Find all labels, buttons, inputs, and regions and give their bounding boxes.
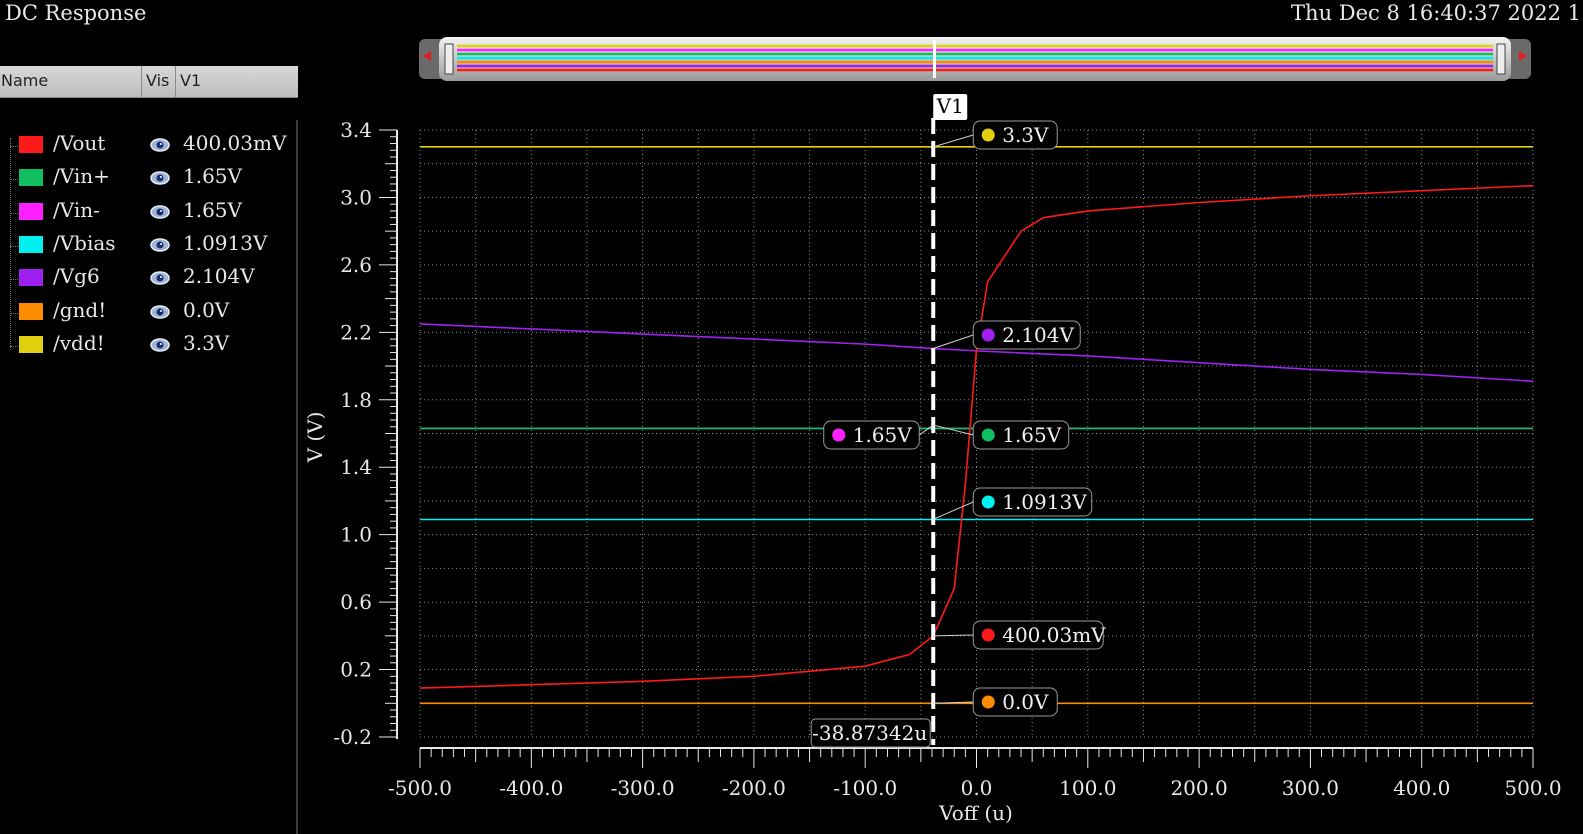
cursor-marker-label[interactable]: 1.65V [823, 420, 920, 450]
svg-text:400.03mV: 400.03mV [1002, 623, 1106, 647]
cursor-marker-label[interactable]: 3.3V [972, 120, 1058, 150]
x-tick-label: -100.0 [833, 776, 897, 800]
legend-color-swatch [19, 235, 43, 253]
x-tick-label: -300.0 [611, 776, 675, 800]
legend-header: Name Vis V1 [0, 66, 298, 98]
y-tick-label: -0.2 [333, 725, 372, 749]
legend-tree-line [10, 138, 12, 350]
x-tick-label: -400.0 [499, 776, 563, 800]
svg-text:1.65V: 1.65V [853, 423, 913, 447]
y-axis-label: V (V) [303, 412, 327, 464]
series-line-vg6[interactable] [419, 323, 1534, 383]
legend-signal-name: /Vin- [53, 197, 100, 222]
legend-value: 400.03mV [183, 131, 287, 155]
eye-icon[interactable] [150, 335, 170, 355]
legend-signal-name: /vdd! [53, 330, 105, 355]
y-tick-label: 1.4 [340, 455, 372, 479]
legend-color-swatch [19, 202, 43, 220]
eye-icon[interactable] [150, 202, 170, 222]
y-tick-label: 1.8 [340, 388, 372, 412]
legend-col-name[interactable]: Name [1, 71, 49, 90]
x-scroll-bar[interactable] [419, 36, 1531, 82]
legend-row[interactable]: /Vin+ 1.65V [0, 164, 296, 194]
cursor-name-label[interactable]: V1 [936, 94, 964, 118]
x-tick-label: 100.0 [1059, 776, 1116, 800]
x-tick-label: 200.0 [1170, 776, 1227, 800]
y-tick-label: 2.6 [340, 253, 372, 277]
x-tick-label: 500.0 [1504, 776, 1561, 800]
x-tick-label: 300.0 [1282, 776, 1339, 800]
legend-signal-name: /Vbias [53, 230, 116, 255]
cursor-x-label: -38.87342u [812, 721, 927, 745]
legend-row[interactable]: /Vin- 1.65V [0, 198, 296, 228]
legend-signal-name: /Vout [53, 131, 106, 155]
eye-icon[interactable] [150, 168, 170, 188]
legend-color-swatch [19, 136, 43, 153]
legend-value: 1.0913V [183, 230, 268, 255]
x-tick-label: -500.0 [388, 776, 452, 800]
legend-col-vis[interactable]: Vis [146, 71, 170, 90]
eye-icon[interactable] [150, 268, 170, 288]
y-tick-label: 0.2 [340, 658, 372, 682]
scroll-left-arrow-icon[interactable] [423, 51, 431, 61]
legend-signal-name: /gnd! [53, 297, 107, 322]
scroll-left-handle[interactable] [444, 43, 454, 75]
legend-value: 0.0V [183, 297, 230, 322]
legend-value: 2.104V [183, 264, 255, 289]
scroll-right-handle[interactable] [1496, 43, 1506, 75]
legend-col-value[interactable]: V1 [180, 71, 202, 90]
legend-row[interactable]: /Vg6 2.104V [0, 264, 296, 294]
eye-icon[interactable] [150, 302, 170, 322]
legend-value: 1.65V [183, 197, 242, 222]
svg-text:3.3V: 3.3V [1002, 123, 1049, 147]
scroll-cursor-indicator [933, 40, 936, 78]
legend-color-swatch [19, 169, 43, 187]
legend-value: 1.65V [183, 164, 242, 189]
y-tick-label: 3.4 [340, 118, 372, 142]
x-tick-label: 0.0 [961, 776, 993, 800]
x-axis-label: Voff (u) [938, 801, 1013, 825]
legend-color-swatch [19, 269, 43, 287]
legend-row[interactable]: /Vbias 1.0913V [0, 231, 296, 261]
window-title: DC Response [5, 1, 147, 25]
svg-text:2.104V: 2.104V [1002, 323, 1074, 347]
y-tick-label: 3.0 [340, 185, 372, 209]
cursor-marker-label[interactable]: 1.65V [972, 420, 1070, 450]
eye-icon[interactable] [150, 135, 170, 155]
cursor-marker-label[interactable]: 1.0913V [972, 487, 1093, 517]
legend-signal-name: /Vin+ [53, 164, 110, 189]
svg-text:1.0913V: 1.0913V [1002, 490, 1087, 514]
eye-icon[interactable] [150, 235, 170, 255]
scroll-right-arrow-icon[interactable] [1519, 51, 1527, 61]
legend-color-swatch [19, 335, 43, 353]
cursor-marker-label[interactable]: 2.104V [972, 320, 1081, 350]
legend-row[interactable]: /vdd! 3.3V [0, 331, 296, 361]
series-line-vout[interactable] [419, 184, 1534, 689]
legend-row[interactable]: /gnd! 0.0V [0, 298, 296, 328]
y-tick-label: 2.2 [340, 320, 372, 344]
svg-text:0.0V: 0.0V [1002, 690, 1049, 714]
legend-color-swatch [19, 302, 43, 320]
legend-signal-name: /Vg6 [53, 264, 100, 289]
x-tick-label: 400.0 [1393, 776, 1450, 800]
svg-text:1.65V: 1.65V [1002, 423, 1062, 447]
x-tick-label: -200.0 [722, 776, 786, 800]
cursor-marker-label[interactable]: 0.0V [972, 687, 1058, 717]
legend-value: 3.3V [183, 330, 230, 355]
cursor-marker-label[interactable]: 400.03mV [972, 620, 1106, 650]
y-tick-label: 0.6 [340, 590, 372, 614]
legend-row[interactable]: /Vout 400.03mV [0, 131, 296, 161]
panel-divider[interactable] [296, 120, 298, 834]
timestamp: Thu Dec 8 16:40:37 2022 1 [1291, 1, 1581, 25]
y-tick-label: 1.0 [340, 523, 372, 547]
